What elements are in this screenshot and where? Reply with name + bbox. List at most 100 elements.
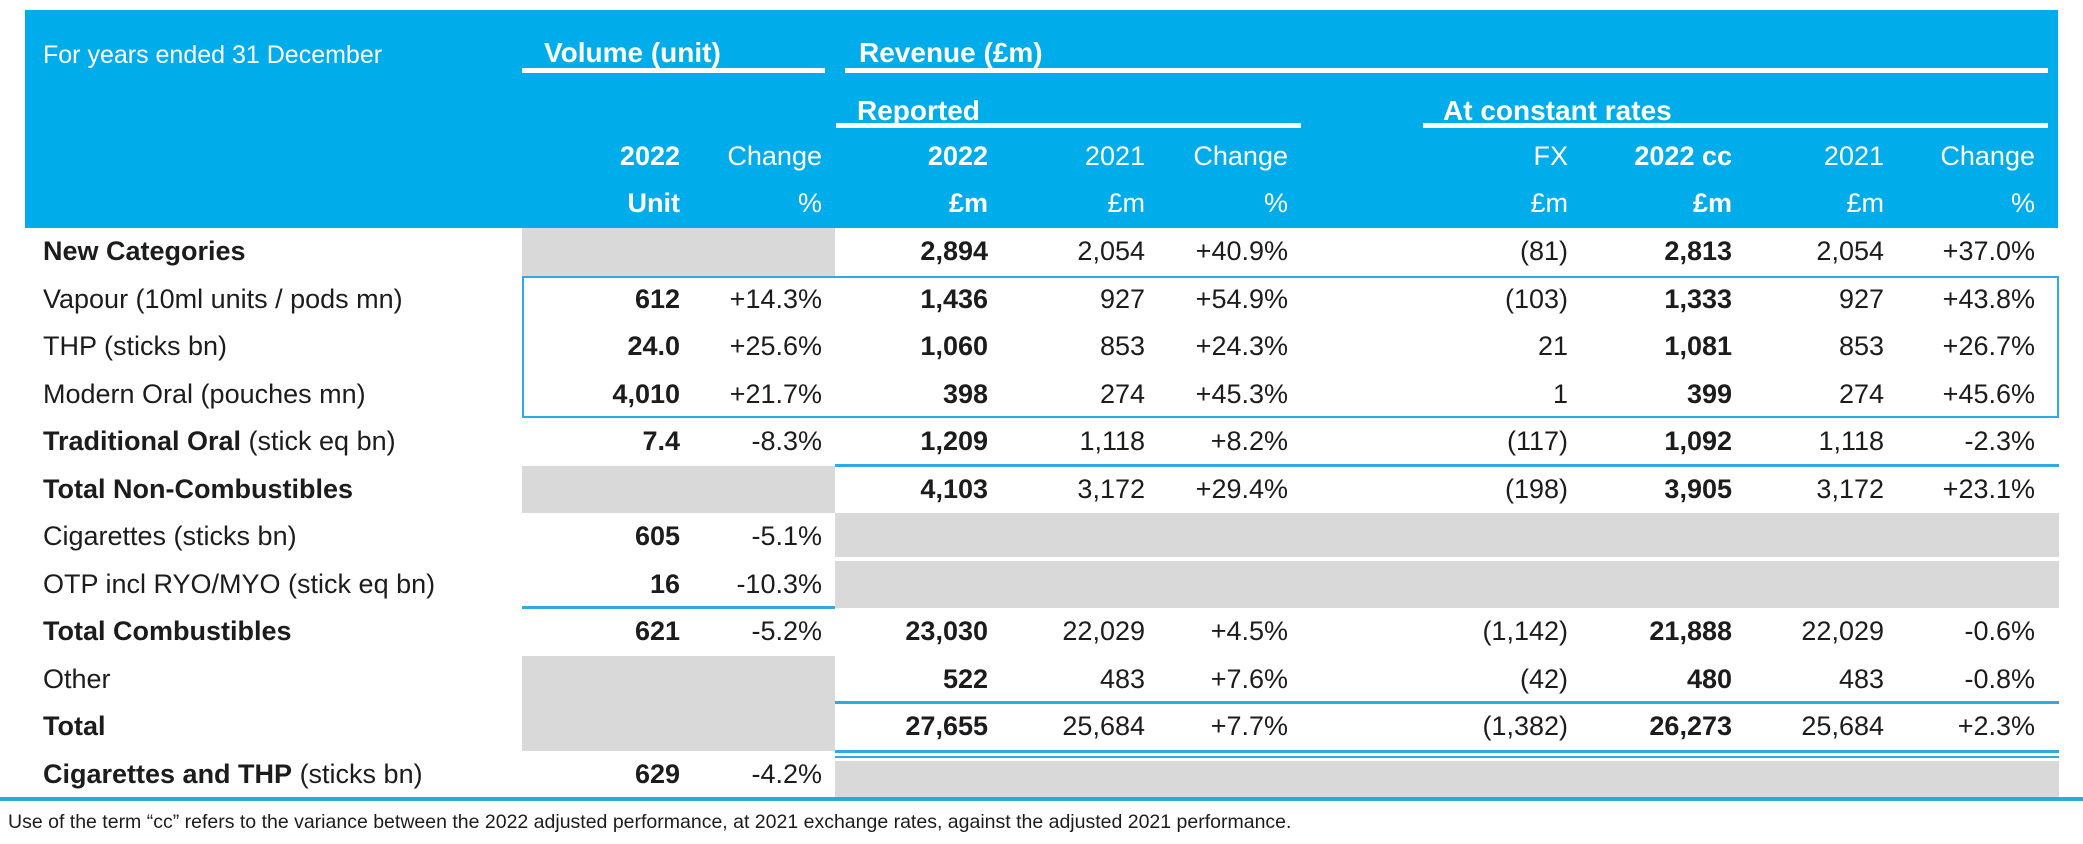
col-header-volume-2022: 2022 xyxy=(619,140,680,171)
table-row-total-non-combustibles: Total Non-Combustibles 4,103 3,172 +29.4… xyxy=(25,466,2058,514)
unit-header-reported-pct: % xyxy=(1263,187,1288,218)
cell: 26,273 xyxy=(1649,711,1732,742)
gray-cell-total-noncombustibles-volume xyxy=(522,465,835,513)
cell: 22,029 xyxy=(1062,616,1145,647)
row-label: Total Combustibles xyxy=(25,616,522,647)
cell: +14.3% xyxy=(729,283,822,314)
row-label-plain: (stick eq bn) xyxy=(241,426,396,457)
table-row-otp: OTP incl RYO/MYO (stick eq bn) 16 -10.3% xyxy=(25,561,2058,609)
footnote: Use of the term “cc” refers to the varia… xyxy=(8,811,1292,833)
row-label-strong: Cigarettes and THP xyxy=(43,758,293,789)
cell: 274 xyxy=(1099,378,1145,409)
cell: 483 xyxy=(1838,663,1884,694)
cell: 24.0 xyxy=(627,331,680,362)
col-header-2022cc: 2022 cc xyxy=(1634,140,1732,171)
cell: +21.7% xyxy=(729,378,822,409)
cell: 1,209 xyxy=(920,426,988,457)
row-label: New Categories xyxy=(25,236,522,267)
cell: 2,054 xyxy=(1077,236,1145,267)
table-row-traditional-oral: Traditional Oral (stick eq bn) 7.4 -8.3%… xyxy=(25,418,2058,466)
cell: 612 xyxy=(634,283,680,314)
cell: 398 xyxy=(942,378,988,409)
cell: 2,894 xyxy=(920,236,988,267)
row-label: Other xyxy=(25,664,522,695)
cell: +8.2% xyxy=(1210,426,1288,457)
cell: 2,813 xyxy=(1664,236,1732,267)
cell: 483 xyxy=(1099,663,1145,694)
rule-above-total-noncombustibles xyxy=(835,463,2059,467)
table-row-thp: THP (sticks bn) 24.0 +25.6% 1,060 853 +2… xyxy=(25,323,2058,371)
row-label-plain: THP (sticks bn) xyxy=(43,331,228,362)
cell: +45.6% xyxy=(1942,378,2035,409)
cell: 4,010 xyxy=(612,378,680,409)
reported-underline xyxy=(836,123,1301,128)
cell: 4,103 xyxy=(920,473,988,504)
cell: +37.0% xyxy=(1942,236,2035,267)
table-row-modern-oral: Modern Oral (pouches mn) 4,010 +21.7% 39… xyxy=(25,371,2058,419)
reported-section-title: Reported xyxy=(857,95,980,126)
col-header-reported-2022: 2022 xyxy=(927,140,988,171)
table-row-vapour: Vapour (10ml units / pods mn) 612 +14.3%… xyxy=(25,276,2058,324)
cell: 927 xyxy=(1099,283,1145,314)
row-label-strong: New Categories xyxy=(43,236,246,267)
cell: (42) xyxy=(1519,663,1568,694)
cell: 1,333 xyxy=(1664,283,1732,314)
cell: +54.9% xyxy=(1195,283,1288,314)
unit-header-volume: Unit xyxy=(627,187,680,218)
cell: (1,142) xyxy=(1482,616,1568,647)
revenue-section-title: Revenue (£m) xyxy=(859,37,1043,68)
col-header-cc-2021: 2021 xyxy=(1823,140,1884,171)
table-row-other: Other 522 483 +7.6% (42) 480 483 -0.8% xyxy=(25,656,2058,704)
cell: +4.5% xyxy=(1210,616,1288,647)
cell: 629 xyxy=(634,758,680,789)
rule-above-total xyxy=(835,700,2059,704)
cell: +29.4% xyxy=(1195,473,1288,504)
cell: +40.9% xyxy=(1195,236,1288,267)
row-label: THP (sticks bn) xyxy=(25,331,522,362)
col-header-volume-change: Change xyxy=(727,140,822,171)
row-label: Cigarettes (sticks bn) xyxy=(25,521,522,552)
cell: (1,382) xyxy=(1482,711,1568,742)
cell: (117) xyxy=(1506,426,1568,457)
row-label: Total Non-Combustibles xyxy=(25,474,522,505)
cell: 25,684 xyxy=(1801,711,1884,742)
cell: 3,905 xyxy=(1664,473,1732,504)
unit-header-cc-pct: % xyxy=(2010,187,2035,218)
column-unit-header-row: Unit % £m £m % £m £m £m % xyxy=(25,181,2058,225)
cell: -4.2% xyxy=(751,758,822,789)
cell: -10.3% xyxy=(736,568,822,599)
row-label-plain: Cigarettes (sticks bn) xyxy=(43,521,297,552)
cell: 1,118 xyxy=(1079,426,1145,457)
gray-cell-cigarettes-thp-revenue xyxy=(835,760,2059,798)
page-title: For years ended 31 December xyxy=(43,41,383,69)
cell: +7.7% xyxy=(1210,711,1288,742)
cell: -0.8% xyxy=(1964,663,2035,694)
footnote-rule xyxy=(0,797,2083,801)
col-header-reported-2021: 2021 xyxy=(1084,140,1145,171)
row-label-plain: OTP incl RYO/MYO (stick eq bn) xyxy=(43,568,436,599)
cell: +26.7% xyxy=(1942,331,2035,362)
cell: 7.4 xyxy=(642,426,680,457)
cell: 3,172 xyxy=(1077,473,1145,504)
row-label: Traditional Oral (stick eq bn) xyxy=(25,426,522,457)
row-label-plain: Modern Oral (pouches mn) xyxy=(43,378,366,409)
table-row-total: Total 27,655 25,684 +7.7% (1,382) 26,273… xyxy=(25,703,2058,751)
cell: (198) xyxy=(1504,473,1568,504)
cell: 1 xyxy=(1552,378,1568,409)
cell: -2.3% xyxy=(1964,426,2035,457)
cell: 1,436 xyxy=(920,283,988,314)
constant-rates-section-title: At constant rates xyxy=(1443,95,1672,126)
cell: (81) xyxy=(1519,236,1568,267)
cell: 853 xyxy=(1838,331,1884,362)
cell: 2,054 xyxy=(1816,236,1884,267)
cell: 21,888 xyxy=(1649,616,1732,647)
column-year-header-row: 2022 Change 2022 2021 Change FX 2022 cc … xyxy=(25,134,2058,178)
row-label: OTP incl RYO/MYO (stick eq bn) xyxy=(25,569,522,600)
cell: 23,030 xyxy=(905,616,988,647)
cell: +7.6% xyxy=(1210,663,1288,694)
cell: -0.6% xyxy=(1964,616,2035,647)
new-categories-highlight-box xyxy=(522,275,2059,418)
cell: 3,172 xyxy=(1816,473,1884,504)
cell: 605 xyxy=(634,521,680,552)
